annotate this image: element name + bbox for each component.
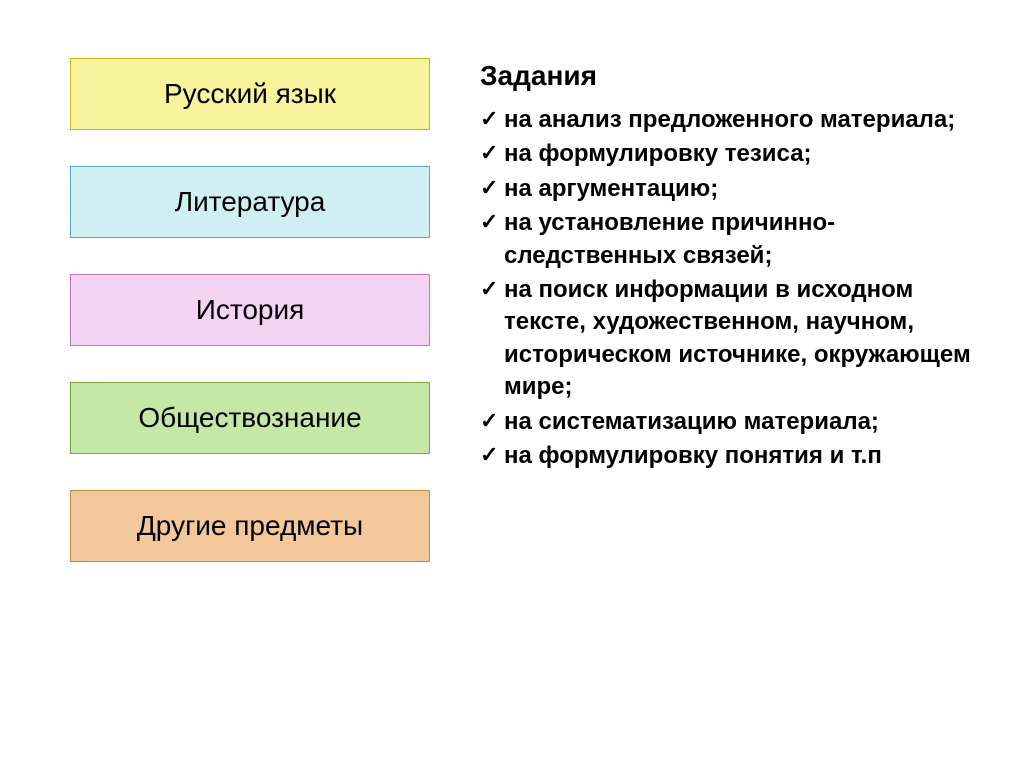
subject-label: Обществознание [138, 402, 361, 434]
tasks-title: Задания [480, 60, 984, 92]
subject-box-0: Русский язык [70, 58, 430, 130]
task-item-5: на систематизацию материала; [480, 406, 984, 438]
task-item-3: на установление причинно-следственных св… [480, 207, 984, 272]
task-item-1: на формулировку тезиса; [480, 138, 984, 170]
tasks-column: Задания на анализ предложенного материал… [480, 58, 984, 562]
task-item-0: на анализ предложенного материала; [480, 104, 984, 136]
subject-box-2: История [70, 274, 430, 346]
subject-label: Русский язык [164, 78, 336, 110]
subject-label: Другие предметы [137, 510, 363, 542]
tasks-list: на анализ предложенного материала;на фор… [480, 104, 984, 472]
subject-box-4: Другие предметы [70, 490, 430, 562]
task-item-6: на формулировку понятия и т.п [480, 440, 984, 472]
slide-container: Русский язык Литература История Обществозна… [0, 0, 1024, 602]
subject-box-3: Обществознание [70, 382, 430, 454]
subjects-column: Русский язык Литература История Обществозна… [70, 58, 430, 562]
subject-label: История [196, 294, 305, 326]
task-item-2: на аргументацию; [480, 173, 984, 205]
subject-box-1: Литература [70, 166, 430, 238]
subject-label: Литература [175, 186, 326, 218]
task-item-4: на поиск информации в исходном тексте, х… [480, 274, 984, 404]
